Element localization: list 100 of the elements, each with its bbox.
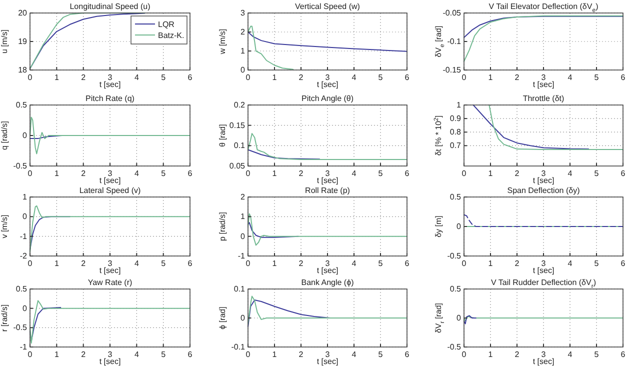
x-tick-label: 4: [134, 259, 140, 268]
x-tick-label: 1: [488, 73, 494, 82]
y-tick-label: 0: [22, 212, 28, 222]
x-tick-label: 3: [108, 350, 113, 360]
x-tick-label: 3: [108, 169, 113, 178]
y-tick-label: 18: [18, 66, 28, 75]
legend-label: LQR: [158, 20, 175, 29]
x-tick-label: 6: [620, 350, 626, 360]
line-series: [464, 214, 624, 227]
x-tick-label: 5: [594, 73, 600, 82]
y-axis-title: δy [m]: [434, 216, 443, 238]
y-tick-label: -0.05: [442, 8, 462, 18]
y-tick-label: -0.5: [13, 162, 28, 171]
x-tick-label: 2: [81, 73, 86, 82]
y-tick-label: 0: [456, 314, 462, 323]
x-tick-label: 5: [378, 350, 384, 360]
x-tick-label: 1: [54, 350, 60, 360]
x-tick-label: 2: [514, 73, 520, 82]
line-series: [464, 15, 624, 62]
x-tick-label: 2: [514, 259, 520, 268]
x-tick-label: 1: [272, 73, 278, 82]
line-series: [464, 16, 624, 38]
y-tick-label: -0.1: [231, 342, 246, 352]
chart-title: Yaw Rate (r): [88, 278, 132, 287]
line-series: [248, 149, 320, 160]
x-tick-label: 6: [620, 259, 626, 268]
y-tick-label: -0.15: [442, 66, 462, 75]
y-tick-label: 0.1: [234, 284, 246, 294]
x-tick-label: 1: [272, 169, 278, 178]
x-tick-label: 6: [404, 169, 410, 178]
y-tick-label: 1: [240, 46, 246, 56]
x-tick-label: 3: [541, 73, 546, 82]
y-axis-title: θ [rad]: [218, 124, 227, 147]
x-tick-label: 2: [81, 169, 86, 178]
line-series: [248, 213, 408, 246]
y-tick-label: -0.1: [447, 37, 462, 46]
x-tick-label: 2: [298, 73, 304, 82]
x-tick-label: 4: [352, 350, 357, 360]
x-tick-label: 4: [134, 350, 140, 360]
line-series: [464, 315, 476, 324]
x-axis-title: t [sec]: [99, 357, 121, 366]
x-tick-label: 3: [108, 259, 113, 268]
x-tick-label: 1: [488, 350, 494, 360]
line-series: [248, 26, 294, 70]
x-tick-label: 5: [161, 350, 166, 360]
x-axis-title: t [sec]: [316, 357, 338, 366]
line-series: [30, 300, 190, 344]
y-tick-label: 1: [456, 100, 462, 110]
line-series: [248, 32, 408, 52]
x-tick-label: 2: [298, 259, 304, 268]
chart-title: Longitudinal Speed (u): [70, 2, 151, 11]
x-tick-label: 5: [378, 169, 384, 178]
x-tick-label: 2: [298, 350, 304, 360]
x-tick-label: 2: [514, 169, 520, 178]
y-tick-label: 0: [22, 131, 28, 140]
chart-title: V Tail Elevator Deflection (δV$_{e}$): [488, 2, 599, 14]
chart-title: Lateral Speed (v): [79, 186, 142, 195]
x-tick-label: 6: [188, 350, 193, 360]
y-tick-label: 0: [240, 66, 246, 75]
x-tick-label: 4: [568, 259, 573, 268]
x-tick-label: 5: [378, 259, 384, 268]
x-tick-label: 2: [298, 169, 304, 178]
x-tick-label: 6: [404, 259, 410, 268]
y-axis-title: v [m/s]: [0, 214, 9, 238]
y-tick-label: 1: [22, 192, 28, 202]
x-tick-label: 4: [568, 350, 573, 360]
y-tick-label: 0: [240, 232, 246, 241]
chart-title: Span Deflection (δy): [507, 186, 580, 195]
x-tick-label: 6: [620, 73, 626, 82]
y-tick-label: 2: [240, 192, 246, 202]
x-tick-label: 5: [378, 73, 384, 82]
y-tick-label: 0: [456, 222, 462, 232]
x-axis-title: t [sec]: [532, 357, 554, 366]
x-tick-label: 6: [188, 259, 193, 268]
y-axis-title: p [rad/s]: [218, 212, 227, 241]
x-tick-label: 5: [594, 350, 600, 360]
x-tick-label: 1: [54, 73, 60, 82]
x-axis-title: t [sec]: [316, 80, 338, 89]
x-axis-title: t [sec]: [99, 80, 121, 89]
y-tick-label: -0.5: [447, 342, 462, 352]
x-tick-label: 1: [54, 259, 60, 268]
chart-title: Bank Angle (ϕ): [301, 278, 354, 287]
x-tick-label: 2: [81, 259, 86, 268]
x-tick-label: 4: [352, 73, 357, 82]
x-tick-label: 1: [54, 169, 60, 178]
legend-label: Batz-K.: [158, 31, 184, 40]
y-tick-label: 0.9: [450, 114, 462, 124]
x-axis-title: t [sec]: [316, 176, 338, 185]
x-axis-title: t [sec]: [99, 176, 121, 185]
y-tick-label: -1: [20, 342, 28, 352]
x-tick-label: 3: [325, 350, 330, 360]
y-tick-label: 0.1: [234, 141, 246, 150]
x-tick-label: 4: [134, 73, 140, 82]
x-tick-label: 5: [161, 73, 166, 82]
y-axis-title: ϕ [rad]: [218, 306, 227, 330]
y-tick-label: 0.2: [234, 100, 246, 110]
x-tick-label: 3: [325, 259, 330, 268]
y-tick-label: -1: [20, 232, 28, 241]
y-tick-label: -1: [238, 252, 246, 261]
chart-title: Vertical Speed (w): [295, 2, 360, 11]
